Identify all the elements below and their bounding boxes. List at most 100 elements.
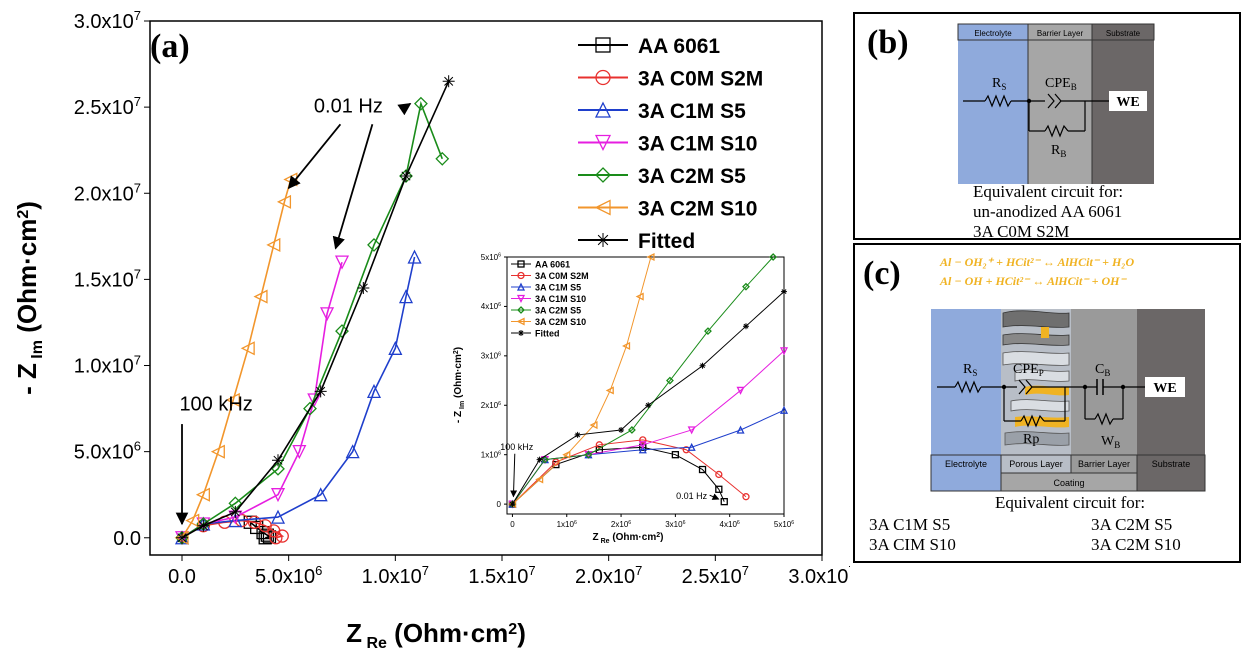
data-point <box>720 497 728 506</box>
x-tick-label: 2x106 <box>611 520 631 529</box>
x-tick-label: 1x106 <box>557 520 577 529</box>
data-point <box>589 420 598 430</box>
wb-element <box>1094 412 1114 426</box>
data-point <box>715 485 723 493</box>
data-point <box>698 465 707 474</box>
rs-label: RS <box>963 362 977 378</box>
data-point <box>742 493 750 501</box>
y-tick-label: 1.0x107 <box>74 353 141 378</box>
data-point <box>307 393 322 408</box>
data-point <box>595 441 603 449</box>
inset-legend-label: AA 6061 <box>535 260 570 270</box>
y-tick-label: 1.5x107 <box>74 266 141 291</box>
inset-annotation-0.01hz: 0.01 Hz <box>676 491 708 501</box>
data-point <box>253 289 268 304</box>
data-point <box>671 451 680 459</box>
coating-label: Coating <box>1053 478 1084 488</box>
rp-resistor <box>1020 414 1045 428</box>
legend-marker <box>594 134 612 151</box>
substrate-region <box>1137 309 1205 491</box>
inset-plot-frame <box>506 256 785 515</box>
y-tick-label: 3x106 <box>481 351 501 360</box>
legend-marker <box>594 101 612 118</box>
x-tick-label: 0 <box>510 520 515 529</box>
series-line <box>512 256 652 505</box>
legend-label: 3A C1M S10 <box>638 133 757 156</box>
inset-legend-label: 3A C0M S2M <box>535 271 589 281</box>
annotation-0.01hz: 0.01 Hz <box>314 95 383 117</box>
legend-label: 3A C2M S5 <box>638 165 746 188</box>
layer-electrolyte: Electrolyte <box>945 459 987 469</box>
data-point <box>687 442 696 451</box>
panel-a-label: (a) <box>150 28 190 65</box>
we-box <box>1145 377 1185 397</box>
data-point <box>314 385 327 398</box>
data-point <box>666 376 674 385</box>
data-point <box>687 426 696 435</box>
caption-c-line: 3A C2M S5 <box>1091 515 1173 534</box>
x-tick-label: 3x106 <box>665 520 685 529</box>
data-point <box>388 340 403 355</box>
pore-structure <box>1002 310 1070 446</box>
data-point <box>779 405 789 414</box>
x-tick-label: 2.0x107 <box>575 563 642 588</box>
layer-barrier: Barrier Layer <box>1078 459 1130 469</box>
coating-band <box>1000 472 1138 492</box>
cpe-label: CPEB <box>1045 76 1077 92</box>
panel-b-label: (b) <box>867 24 909 61</box>
data-point <box>195 487 210 502</box>
electrolyte-region <box>931 309 1001 491</box>
data-point <box>536 456 543 463</box>
data-point <box>176 531 188 544</box>
caption-b-line: Equivalent circuit for: <box>973 182 1124 201</box>
rs-label: RS <box>992 76 1006 92</box>
data-point <box>276 194 292 209</box>
data-point <box>266 237 281 252</box>
annotation-arrow <box>287 123 342 190</box>
data-point <box>704 327 712 336</box>
data-point <box>270 509 286 524</box>
legend-label: 3A C0M S2M <box>638 68 763 91</box>
legend-label: 3A C2M S10 <box>638 198 757 221</box>
data-point <box>210 444 225 459</box>
y-tick-label: 0 <box>497 500 502 509</box>
data-point <box>605 386 614 395</box>
y-tick-label: 2.0x107 <box>74 180 141 205</box>
rp-label: Rp <box>1023 432 1039 447</box>
x-tick-label: 1.5x107 <box>468 563 535 588</box>
annotation-arrow <box>332 124 374 250</box>
data-point <box>240 341 255 356</box>
legend-marker <box>595 167 611 183</box>
data-point <box>742 323 749 330</box>
data-point <box>313 487 328 502</box>
inset-annotation-100khz: 100 kHz <box>500 442 534 452</box>
caption-c-right: 3A C2M S5 3A C2M S10 <box>1091 515 1181 555</box>
inset-x-axis-title: Z Re (Ohm·cm2) <box>593 532 664 545</box>
data-point <box>645 402 652 409</box>
caption-b-line: un-anodized AA 6061 <box>973 202 1123 221</box>
data-point <box>345 444 360 459</box>
circuit-c: Electrolyte Porous Layer Barrier Layer S… <box>930 309 1206 492</box>
caption-c-line: 3A CIM S10 <box>869 535 956 554</box>
x-tick-label: 4x106 <box>720 520 740 529</box>
y-tick-label: 4x106 <box>481 302 501 311</box>
y-tick-label: 5.0x106 <box>74 439 141 464</box>
data-point <box>639 443 647 451</box>
equation-1: Al − OH₂⁺ + HCit²⁻ ↔ AlHCit⁻ + H₂O <box>940 255 1135 269</box>
data-point <box>320 307 335 322</box>
data-point <box>699 362 706 369</box>
data-point <box>541 455 549 464</box>
caption-b-line: 3A C0M S2M <box>973 222 1070 241</box>
caption-c-line: 3A C1M S5 <box>869 515 951 534</box>
series-line <box>512 291 785 505</box>
series-line <box>181 80 450 539</box>
data-point <box>736 386 745 395</box>
data-point <box>779 347 789 356</box>
series-line <box>181 256 416 539</box>
data-point <box>269 531 283 545</box>
data-point <box>400 170 412 183</box>
series-line <box>181 179 292 539</box>
data-point <box>366 383 382 399</box>
figure-a: (a) 0.0 5.0x106 1.0x107 1.5x107 2.0x107 2.5x1… <box>12 8 850 652</box>
inset-legend-marker <box>517 260 525 268</box>
